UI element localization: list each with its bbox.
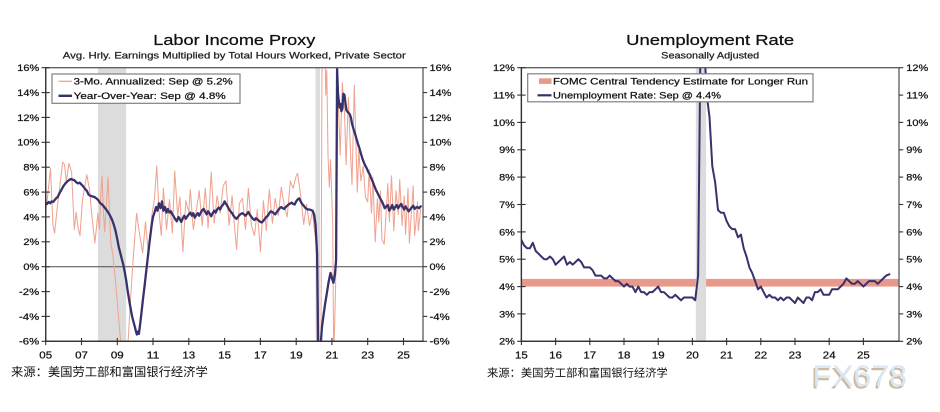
- svg-text:4%: 4%: [906, 282, 922, 293]
- svg-text:4%: 4%: [430, 212, 446, 223]
- svg-text:5%: 5%: [499, 255, 515, 266]
- svg-text:FOMC Central Tendency Estimate: FOMC Central Tendency Estimate for Longe…: [553, 77, 808, 87]
- svg-text:12%: 12%: [430, 113, 453, 124]
- svg-text:19: 19: [290, 350, 303, 361]
- svg-text:6%: 6%: [23, 188, 39, 199]
- svg-text:25: 25: [857, 350, 870, 361]
- svg-text:23: 23: [789, 350, 802, 361]
- svg-text:0%: 0%: [430, 262, 446, 273]
- svg-text:10%: 10%: [906, 118, 929, 129]
- svg-text:Year-Over-Year: Sep @ 4.8%: Year-Over-Year: Sep @ 4.8%: [74, 91, 226, 101]
- svg-text:-2%: -2%: [19, 287, 40, 298]
- svg-text:17: 17: [583, 350, 596, 361]
- svg-text:21: 21: [720, 350, 733, 361]
- svg-text:15: 15: [515, 350, 528, 361]
- svg-text:-6%: -6%: [19, 337, 40, 348]
- svg-text:6%: 6%: [906, 227, 922, 238]
- svg-text:23: 23: [361, 350, 374, 361]
- svg-text:15: 15: [218, 350, 231, 361]
- svg-text:-6%: -6%: [430, 337, 451, 348]
- svg-text:2%: 2%: [430, 237, 446, 248]
- svg-text:24: 24: [823, 350, 836, 361]
- svg-text:Seasonally Adjusted: Seasonally Adjusted: [661, 51, 759, 61]
- svg-text:9%: 9%: [906, 145, 922, 156]
- svg-text:20: 20: [686, 350, 699, 361]
- svg-text:11%: 11%: [493, 91, 516, 102]
- svg-text:13: 13: [182, 350, 195, 361]
- svg-text:11%: 11%: [906, 91, 929, 102]
- svg-text:4%: 4%: [23, 212, 39, 223]
- svg-text:22: 22: [754, 350, 767, 361]
- svg-text:12%: 12%: [493, 63, 516, 74]
- svg-text:8%: 8%: [430, 163, 446, 174]
- svg-text:3%: 3%: [906, 309, 922, 320]
- svg-text:3%: 3%: [499, 309, 515, 320]
- svg-text:11: 11: [147, 350, 160, 361]
- svg-text:10%: 10%: [430, 138, 453, 149]
- svg-text:19: 19: [652, 350, 665, 361]
- svg-text:Labor Income Proxy: Labor Income Proxy: [153, 32, 315, 49]
- svg-text:2%: 2%: [23, 237, 39, 248]
- svg-text:7%: 7%: [499, 200, 515, 211]
- svg-text:3-Mo. Annualized: Sep @ 5.2%: 3-Mo. Annualized: Sep @ 5.2%: [74, 77, 233, 87]
- svg-text:21: 21: [326, 350, 339, 361]
- svg-text:16%: 16%: [17, 63, 40, 74]
- svg-text:2%: 2%: [906, 337, 922, 348]
- svg-text:12%: 12%: [906, 63, 929, 74]
- svg-text:16: 16: [549, 350, 562, 361]
- svg-text:Avg. Hrly. Earnings Multiplied: Avg. Hrly. Earnings Multiplied by Total …: [63, 51, 406, 61]
- svg-text:09: 09: [111, 350, 124, 361]
- svg-text:FX678: FX678: [811, 362, 906, 395]
- svg-text:5%: 5%: [906, 255, 922, 266]
- svg-text:6%: 6%: [430, 188, 446, 199]
- svg-text:-2%: -2%: [430, 287, 451, 298]
- svg-text:Unemployment Rate: Unemployment Rate: [626, 32, 794, 49]
- svg-text:7%: 7%: [906, 200, 922, 211]
- svg-text:9%: 9%: [499, 145, 515, 156]
- svg-text:10%: 10%: [17, 138, 40, 149]
- svg-text:05: 05: [39, 350, 52, 361]
- svg-text:25: 25: [397, 350, 410, 361]
- svg-text:2%: 2%: [499, 337, 515, 348]
- svg-text:16%: 16%: [430, 63, 453, 74]
- svg-text:Unemployment Rate: Sep @ 4.4%: Unemployment Rate: Sep @ 4.4%: [553, 91, 721, 101]
- svg-text:10%: 10%: [493, 118, 516, 129]
- svg-text:8%: 8%: [23, 163, 39, 174]
- svg-text:0%: 0%: [23, 262, 39, 273]
- svg-text:14%: 14%: [430, 88, 453, 99]
- svg-text:-4%: -4%: [19, 312, 40, 323]
- svg-text:8%: 8%: [499, 173, 515, 184]
- svg-text:18: 18: [618, 350, 631, 361]
- svg-text:-4%: -4%: [430, 312, 451, 323]
- svg-text:14%: 14%: [17, 88, 40, 99]
- svg-text:6%: 6%: [499, 227, 515, 238]
- svg-text:17: 17: [254, 350, 267, 361]
- svg-text:8%: 8%: [906, 173, 922, 184]
- svg-text:07: 07: [75, 350, 88, 361]
- svg-text:4%: 4%: [499, 282, 515, 293]
- svg-text:FX678: FX678: [813, 360, 908, 393]
- svg-text:12%: 12%: [17, 113, 40, 124]
